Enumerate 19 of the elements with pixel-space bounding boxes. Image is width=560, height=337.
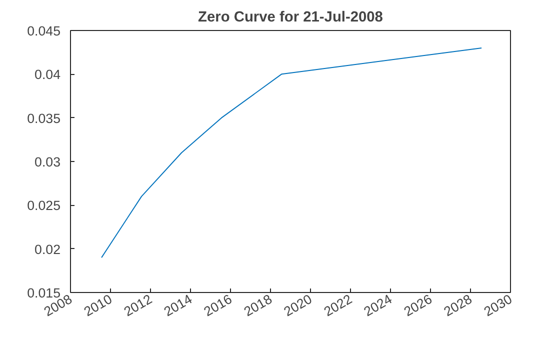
x-tick-label: 2010	[81, 291, 115, 320]
y-tick-label: 0.045	[27, 24, 61, 38]
x-tick-label: 2026	[401, 291, 435, 320]
x-tick-label: 2024	[361, 291, 395, 320]
chart-title: Zero Curve for 21-Jul-2008	[198, 10, 383, 26]
y-tick-label: 0.025	[27, 198, 61, 214]
x-tick-label: 2020	[281, 291, 314, 320]
line-series	[101, 47, 482, 258]
x-tick-label: 2018	[241, 291, 275, 320]
x-tick-label: 2022	[321, 291, 355, 320]
x-tick-label: 2016	[201, 291, 234, 320]
x-tick-label: 2030	[481, 291, 515, 320]
x-tick-label: 2014	[161, 291, 196, 320]
x-tick-label: 2028	[441, 291, 474, 320]
y-tick-label: 0.04	[34, 67, 62, 82]
x-tick-label: 2012	[121, 291, 154, 320]
y-tick-label: 0.03	[34, 154, 61, 170]
y-tick-label: 0.02	[34, 242, 61, 257]
y-tick-label: 0.035	[27, 110, 61, 126]
